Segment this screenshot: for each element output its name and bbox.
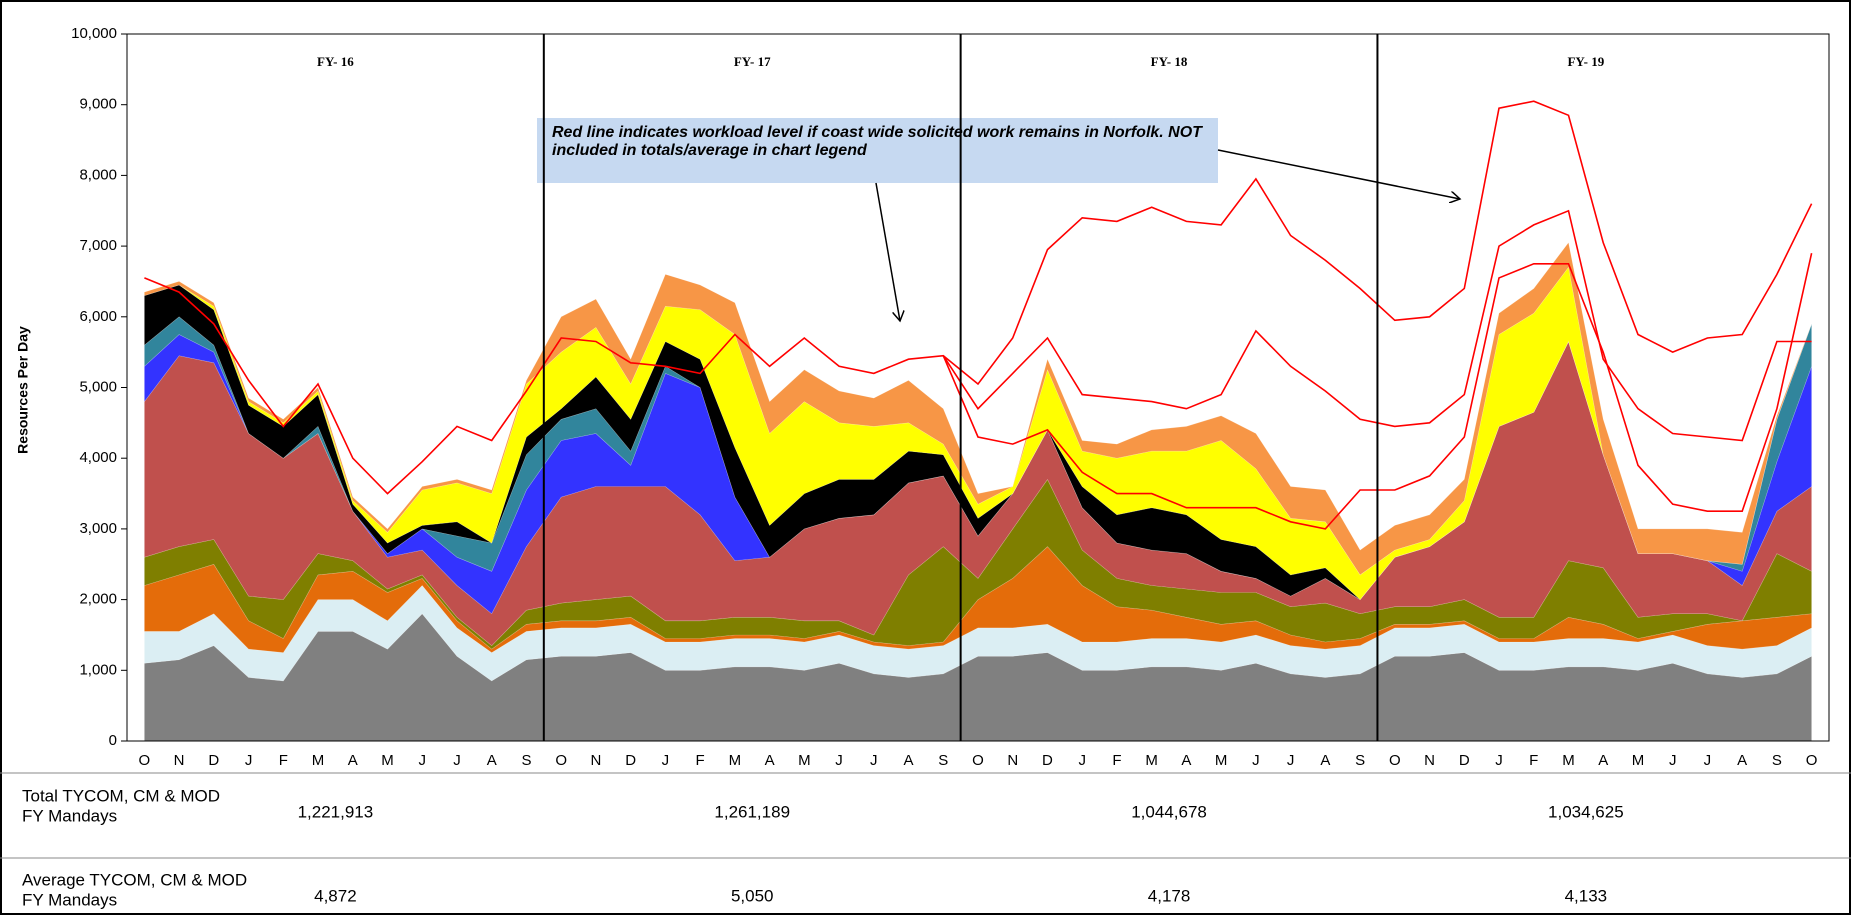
arrow [1217,149,1460,199]
period-label: FY- 19 [1567,54,1604,69]
y-tick-label: 3,000 [79,520,117,537]
x-tick-label: N [1007,752,1018,769]
table-cell: 1,221,913 [298,802,374,821]
x-tick-label: J [245,752,253,769]
annotation-box [537,118,1218,183]
table-cell: 1,261,189 [714,802,790,821]
x-tick-label: N [1424,752,1435,769]
x-tick-label: O [972,752,984,769]
x-tick-label: O [555,752,567,769]
x-tick-label: F [279,752,288,769]
x-tick-label: M [312,752,325,769]
x-tick-label: J [662,752,670,769]
x-tick-label: D [208,752,219,769]
y-tick-label: 8,000 [79,166,117,183]
y-tick-label: 4,000 [79,449,117,466]
x-tick-label: O [1806,752,1818,769]
period-label: FY- 17 [734,54,771,69]
x-tick-label: F [1112,752,1121,769]
y-tick-label: 9,000 [79,96,117,113]
x-tick-label: A [1737,752,1747,769]
x-tick-label: J [1078,752,1086,769]
x-tick-label: M [1562,752,1575,769]
x-tick-label: M [798,752,811,769]
table-cell: 1,034,625 [1548,802,1624,821]
row-label: FY Mandays [22,890,117,909]
table-cell: 4,133 [1565,886,1608,905]
x-tick-label: F [1529,752,1538,769]
y-tick-label: 7,000 [79,237,117,254]
x-tick-label: A [348,752,358,769]
x-tick-label: J [870,752,878,769]
y-tick-label: 2,000 [79,591,117,608]
x-tick-label: M [1632,752,1645,769]
annotation: Red line indicates workload level if coa… [552,124,1202,159]
x-tick-label: F [696,752,705,769]
x-tick-label: J [418,752,426,769]
y-tick-label: 0 [109,732,117,749]
area [144,478,1812,650]
x-tick-label: D [1459,752,1470,769]
x-tick-label: J [1704,752,1712,769]
x-tick-label: J [453,752,461,769]
row-label: FY Mandays [22,806,117,825]
x-tick-label: N [174,752,185,769]
x-tick-label: D [1042,752,1053,769]
row-label: Average TYCOM, CM & MOD [22,870,247,889]
x-tick-label: M [381,752,394,769]
x-tick-label: S [1355,752,1365,769]
x-tick-label: A [765,752,775,769]
x-tick-label: J [1287,752,1295,769]
x-tick-label: J [1495,752,1503,769]
y-tick-label: 1,000 [79,661,117,678]
table-cell: 4,178 [1148,886,1191,905]
y-tick-label: 6,000 [79,308,117,325]
y-axis-label: Resources Per Day [15,326,31,454]
x-tick-label: N [590,752,601,769]
x-tick-label: S [1772,752,1782,769]
area [144,241,1812,576]
x-tick-label: S [938,752,948,769]
x-tick-label: A [1320,752,1330,769]
x-tick-label: S [521,752,531,769]
red-line [144,100,1813,495]
x-tick-label: A [487,752,497,769]
period-label: FY- 18 [1151,54,1188,69]
x-tick-label: M [729,752,742,769]
x-tick-label: J [835,752,843,769]
table-cell: 5,050 [731,886,774,905]
x-tick-label: O [139,752,151,769]
x-tick-label: D [625,752,636,769]
y-tick-label: 5,000 [79,378,117,395]
y-tick-label: 10,000 [71,25,117,42]
x-tick-label: A [904,752,914,769]
arrow [875,182,900,321]
x-tick-label: M [1145,752,1158,769]
period-label: FY- 16 [317,54,354,69]
plot [144,100,1813,742]
annotation-wrap: Red line indicates workload level if coa… [552,124,1202,159]
table-cell: 1,044,678 [1131,802,1207,821]
x-tick-label: O [1389,752,1401,769]
x-tick-label: J [1252,752,1260,769]
table-cell: 4,872 [314,886,357,905]
x-tick-label: J [1669,752,1677,769]
x-tick-label: M [1215,752,1228,769]
row-label: Total TYCOM, CM & MOD [22,786,220,805]
x-tick-label: A [1598,752,1608,769]
x-tick-label: A [1181,752,1191,769]
